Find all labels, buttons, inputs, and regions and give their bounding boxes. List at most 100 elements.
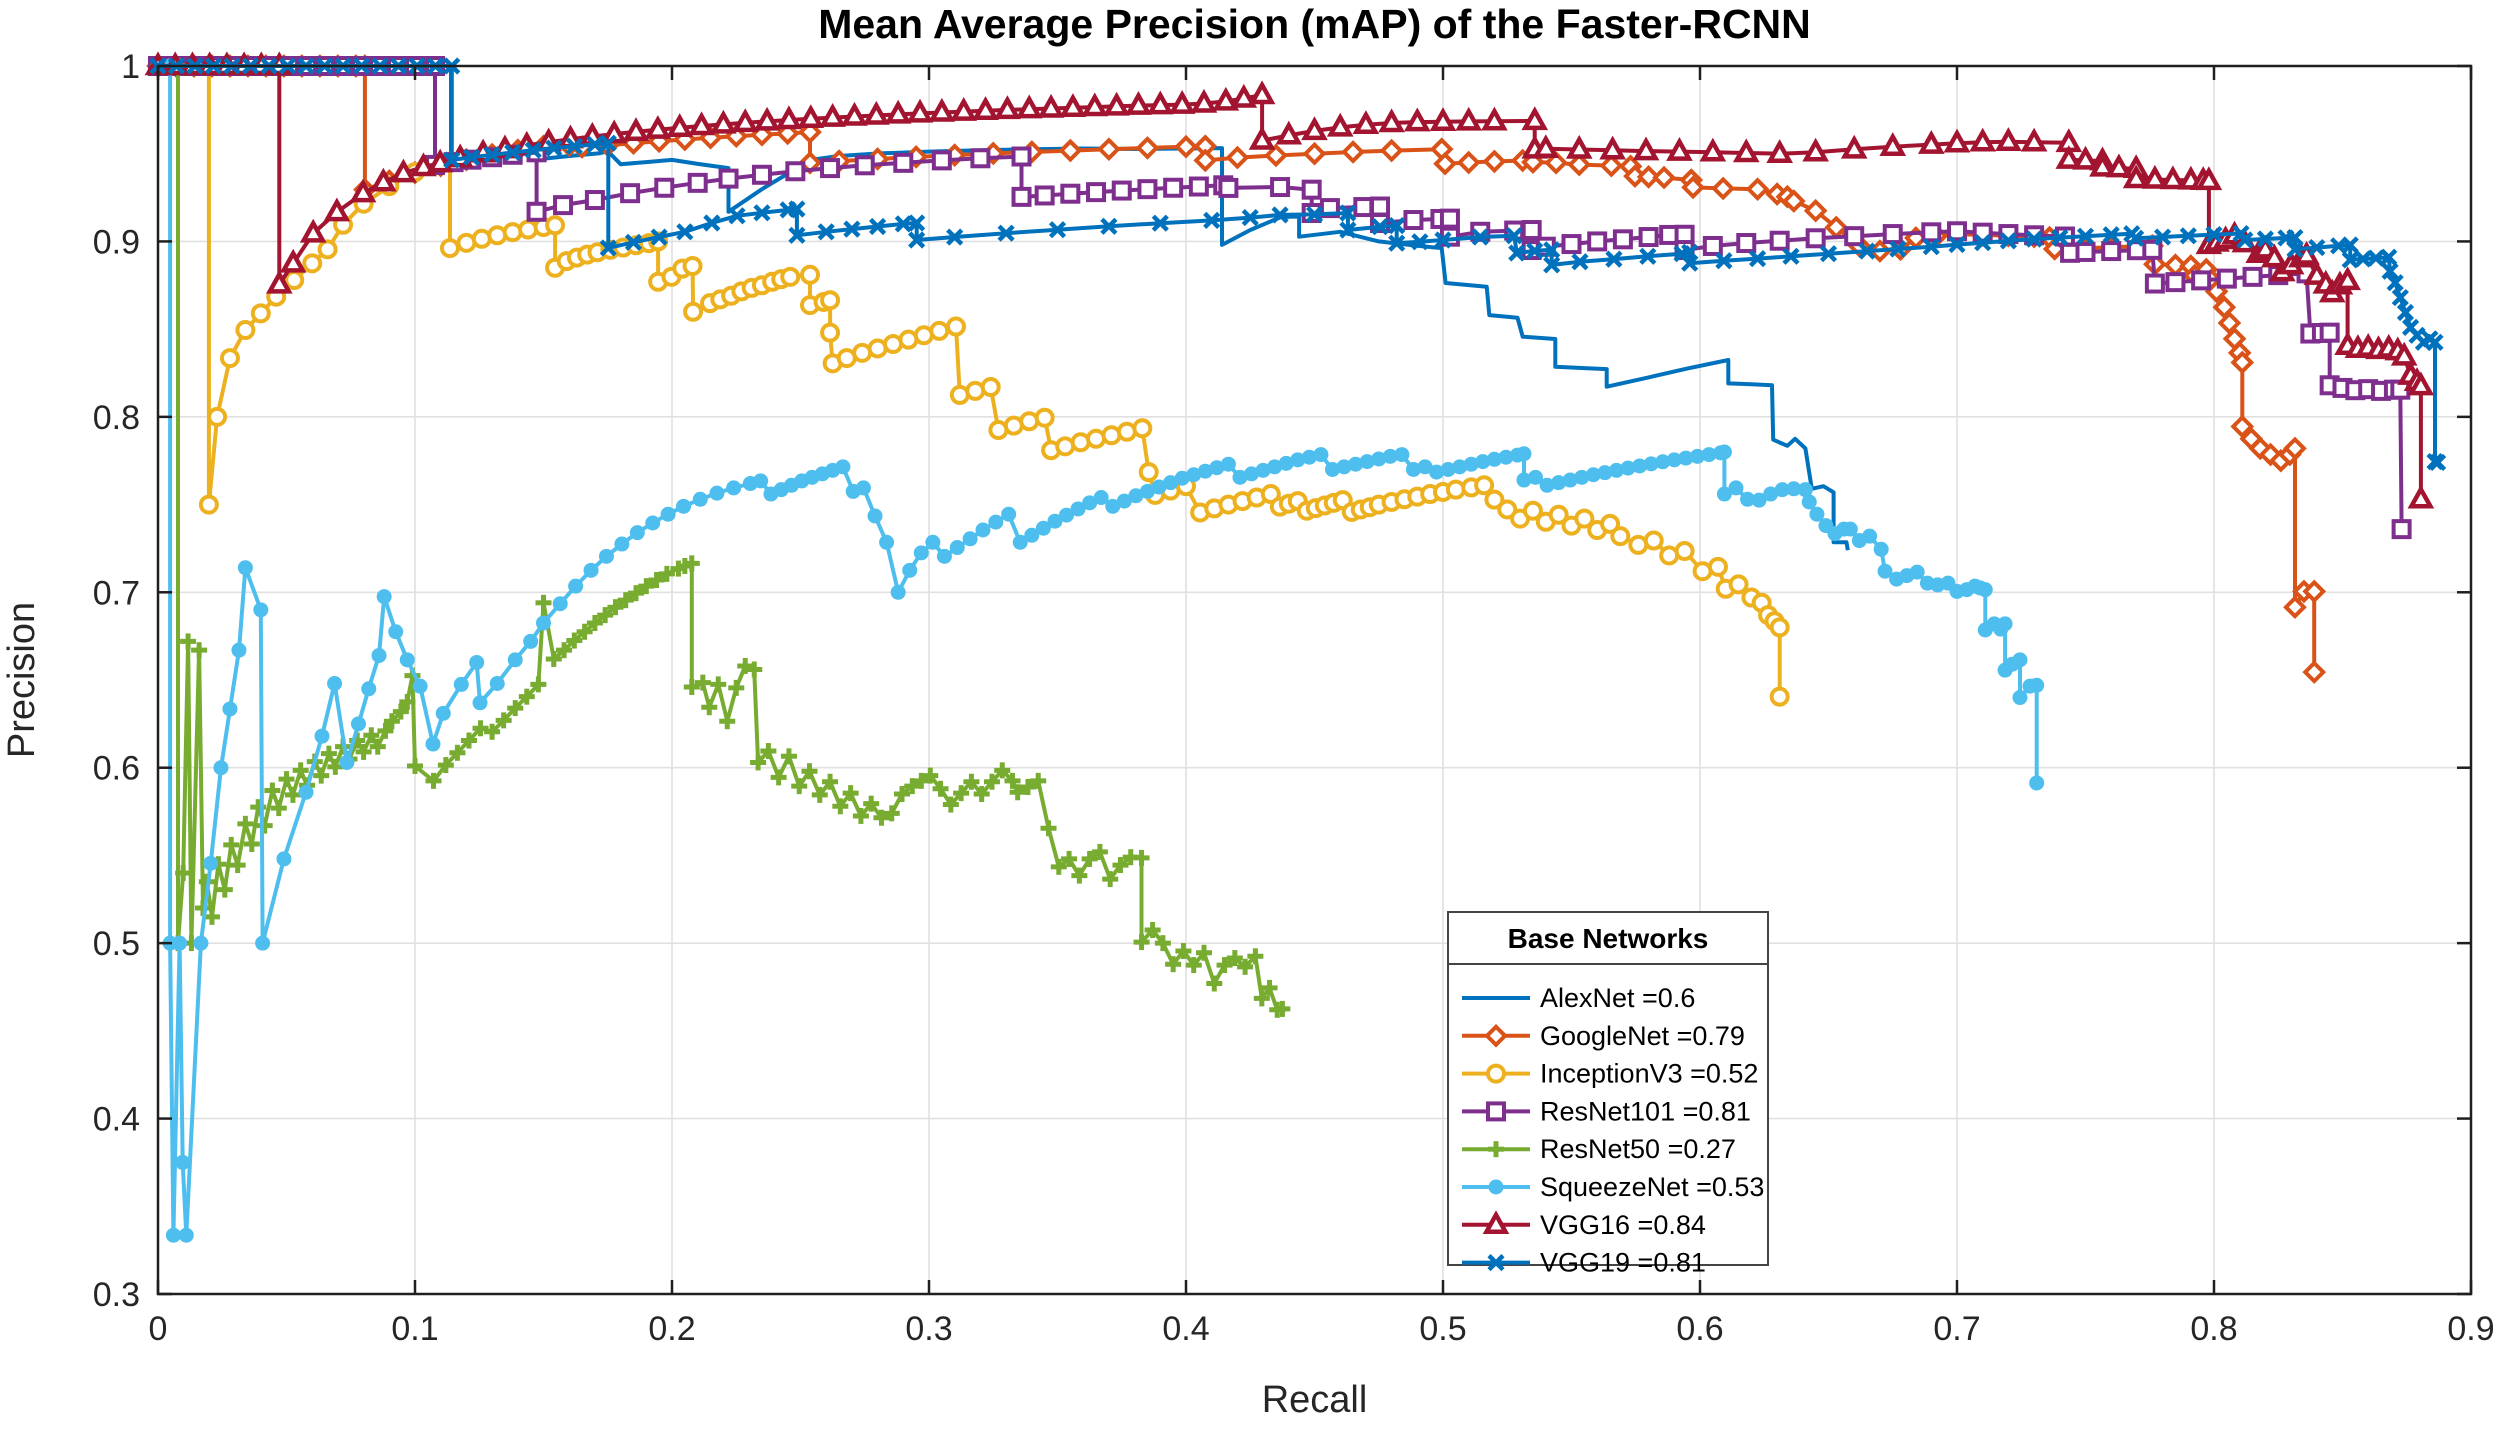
square-marker bbox=[1612, 229, 1633, 250]
diamond-marker bbox=[1135, 136, 1160, 160]
dot-marker bbox=[1429, 464, 1445, 480]
dot-marker bbox=[489, 676, 505, 692]
circle-marker bbox=[1728, 574, 1749, 595]
x-marker bbox=[1048, 221, 1067, 239]
square-marker bbox=[1188, 176, 1209, 197]
dot-marker bbox=[925, 534, 941, 550]
diamond-marker bbox=[1302, 141, 1327, 166]
x-marker bbox=[443, 151, 461, 169]
legend-entry-label: ResNet50 =0.27 bbox=[1540, 1134, 1736, 1164]
x-marker bbox=[1151, 214, 1169, 232]
dot-marker bbox=[1255, 462, 1271, 478]
circle-marker bbox=[1445, 479, 1466, 500]
square-marker bbox=[553, 195, 574, 216]
x-marker bbox=[650, 228, 668, 246]
triangle-marker bbox=[1840, 134, 1868, 159]
x-marker bbox=[894, 215, 912, 233]
dot-marker bbox=[507, 652, 523, 668]
dot-marker bbox=[2029, 775, 2045, 791]
triangle-marker bbox=[644, 115, 672, 139]
x-marker bbox=[2354, 250, 2372, 268]
diamond-marker bbox=[2230, 350, 2255, 375]
triangle-marker bbox=[884, 99, 912, 124]
dot-marker bbox=[583, 562, 599, 578]
triangle-marker bbox=[1632, 136, 1660, 161]
dot-marker bbox=[1267, 459, 1283, 475]
dot-marker bbox=[1093, 490, 1109, 506]
dot-marker bbox=[962, 531, 978, 547]
y-axis-label: Precision bbox=[1, 602, 43, 758]
series-line bbox=[158, 64, 2439, 465]
dot-marker bbox=[361, 681, 377, 697]
circle-marker bbox=[1132, 418, 1153, 439]
diamond-marker bbox=[1745, 177, 1770, 201]
x-marker bbox=[2076, 227, 2095, 245]
triangle-marker bbox=[1565, 134, 1593, 159]
circle-marker bbox=[945, 316, 966, 337]
square-marker bbox=[1486, 1101, 1506, 1122]
x-marker bbox=[2102, 226, 2120, 244]
dot-marker bbox=[237, 560, 253, 576]
dot-marker bbox=[1655, 454, 1671, 470]
circle-marker bbox=[780, 266, 801, 287]
diamond-marker bbox=[1482, 149, 1507, 174]
triangle-marker bbox=[2407, 484, 2435, 509]
axis-box bbox=[156, 64, 2473, 1296]
dot-marker bbox=[949, 540, 965, 556]
dot-marker bbox=[2029, 677, 2045, 693]
circle-marker bbox=[1707, 556, 1728, 577]
triangle-marker bbox=[349, 178, 377, 203]
dot-marker bbox=[175, 1154, 191, 1170]
x-marker bbox=[1639, 247, 1657, 265]
triangle-marker bbox=[994, 95, 1021, 120]
triangle-marker bbox=[265, 269, 293, 294]
circle-marker bbox=[1574, 508, 1595, 529]
dot-marker bbox=[371, 647, 387, 663]
x-axis-tick-label: 0.7 bbox=[1933, 1310, 1980, 1348]
triangle-marker bbox=[1429, 107, 1457, 132]
dot-marker bbox=[1740, 491, 1756, 507]
dot-marker bbox=[1666, 452, 1682, 468]
dot-marker bbox=[1070, 501, 1086, 517]
dot-marker bbox=[890, 584, 906, 600]
dot-marker bbox=[469, 654, 485, 670]
dot-marker bbox=[523, 633, 539, 649]
triangle-marker bbox=[2122, 164, 2150, 189]
square-marker bbox=[751, 164, 772, 185]
x-marker bbox=[2381, 262, 2399, 280]
dot-marker bbox=[1151, 479, 1167, 495]
dot-marker bbox=[1197, 463, 1213, 479]
x-marker bbox=[1889, 240, 1907, 258]
circle-marker bbox=[800, 264, 821, 285]
diamond-marker bbox=[2212, 295, 2237, 320]
x-marker bbox=[1388, 217, 1406, 235]
circle-marker bbox=[1116, 421, 1137, 442]
square-marker bbox=[1111, 180, 1132, 201]
triangle-marker bbox=[2020, 127, 2048, 152]
dot-marker bbox=[1336, 459, 1352, 475]
dot-marker bbox=[412, 678, 428, 694]
dot-marker bbox=[1301, 449, 1317, 465]
square-marker bbox=[1353, 197, 1374, 218]
dot-marker bbox=[1801, 494, 1817, 510]
diamond-marker bbox=[1567, 152, 1592, 177]
triangle-marker bbox=[2407, 371, 2435, 396]
dot-marker bbox=[1452, 459, 1468, 475]
x-marker bbox=[1922, 238, 1940, 256]
x-marker bbox=[1999, 232, 2017, 250]
x-marker bbox=[2308, 238, 2326, 257]
triangle-marker bbox=[972, 96, 999, 120]
triangle-marker bbox=[1532, 134, 1560, 159]
x-marker bbox=[1371, 218, 1389, 236]
dot-marker bbox=[1290, 452, 1306, 468]
dot-marker bbox=[1574, 469, 1590, 485]
x-marker bbox=[1100, 217, 1118, 235]
square-marker bbox=[1218, 177, 1239, 198]
circle-marker bbox=[1086, 428, 1107, 449]
dot-marker bbox=[598, 548, 614, 564]
square-marker bbox=[1947, 221, 1967, 242]
square-marker bbox=[1561, 234, 1582, 255]
square-marker bbox=[2191, 270, 2212, 291]
triangle-marker bbox=[1212, 86, 1240, 111]
dot-marker bbox=[1997, 616, 2013, 632]
